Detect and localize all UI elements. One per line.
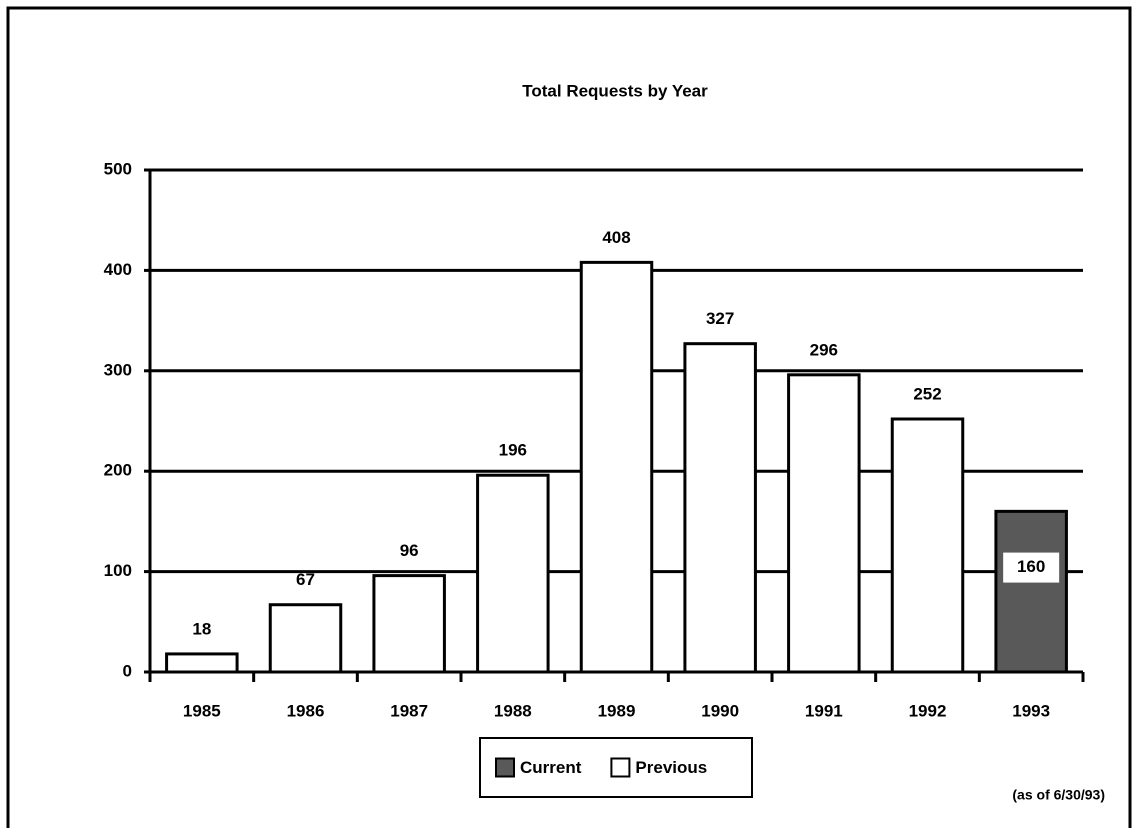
y-tick-label: 500 bbox=[104, 159, 132, 178]
x-tick-label: 1985 bbox=[183, 701, 221, 720]
y-tick-label: 200 bbox=[104, 461, 132, 480]
bar bbox=[165, 652, 239, 674]
value-label: 252 bbox=[913, 384, 941, 403]
x-tick-label: 1990 bbox=[701, 701, 739, 720]
legend-label: Current bbox=[520, 758, 582, 777]
y-tick-label: 0 bbox=[123, 661, 132, 680]
bar bbox=[476, 473, 550, 674]
value-label: 327 bbox=[706, 309, 734, 328]
bar bbox=[994, 509, 1068, 674]
y-tick-label: 300 bbox=[104, 360, 132, 379]
frame bbox=[6, 6, 1132, 828]
legend-swatch bbox=[610, 757, 631, 778]
value-label-bg bbox=[1003, 552, 1060, 583]
bar bbox=[787, 373, 861, 674]
x-tick-label: 1988 bbox=[494, 701, 532, 720]
annotation: (as of 6/30/93) bbox=[1012, 787, 1105, 803]
x-tick-label: 1991 bbox=[805, 701, 843, 720]
value-label: 96 bbox=[400, 541, 419, 560]
bar bbox=[372, 574, 446, 674]
legend-swatch bbox=[495, 757, 515, 778]
x-tick-label: 1993 bbox=[1012, 701, 1050, 720]
x-tick-label: 1987 bbox=[390, 701, 428, 720]
value-label: 18 bbox=[192, 619, 211, 638]
bar bbox=[683, 342, 757, 674]
x-tick-label: 1986 bbox=[287, 701, 325, 720]
value-label: 160 bbox=[1017, 557, 1045, 576]
value-label: 296 bbox=[810, 340, 838, 359]
y-tick-label: 400 bbox=[104, 260, 132, 279]
bar bbox=[268, 603, 343, 674]
bar bbox=[579, 260, 654, 674]
value-label: 408 bbox=[602, 228, 630, 247]
legend-label: Previous bbox=[635, 758, 707, 777]
value-label: 196 bbox=[499, 441, 527, 460]
bar bbox=[890, 417, 965, 674]
x-tick-label: 1989 bbox=[598, 701, 636, 720]
value-label: 67 bbox=[296, 570, 315, 589]
x-tick-label: 1992 bbox=[909, 701, 947, 720]
y-tick-label: 100 bbox=[104, 561, 132, 580]
chart-title: Total Requests by Year bbox=[522, 81, 708, 100]
